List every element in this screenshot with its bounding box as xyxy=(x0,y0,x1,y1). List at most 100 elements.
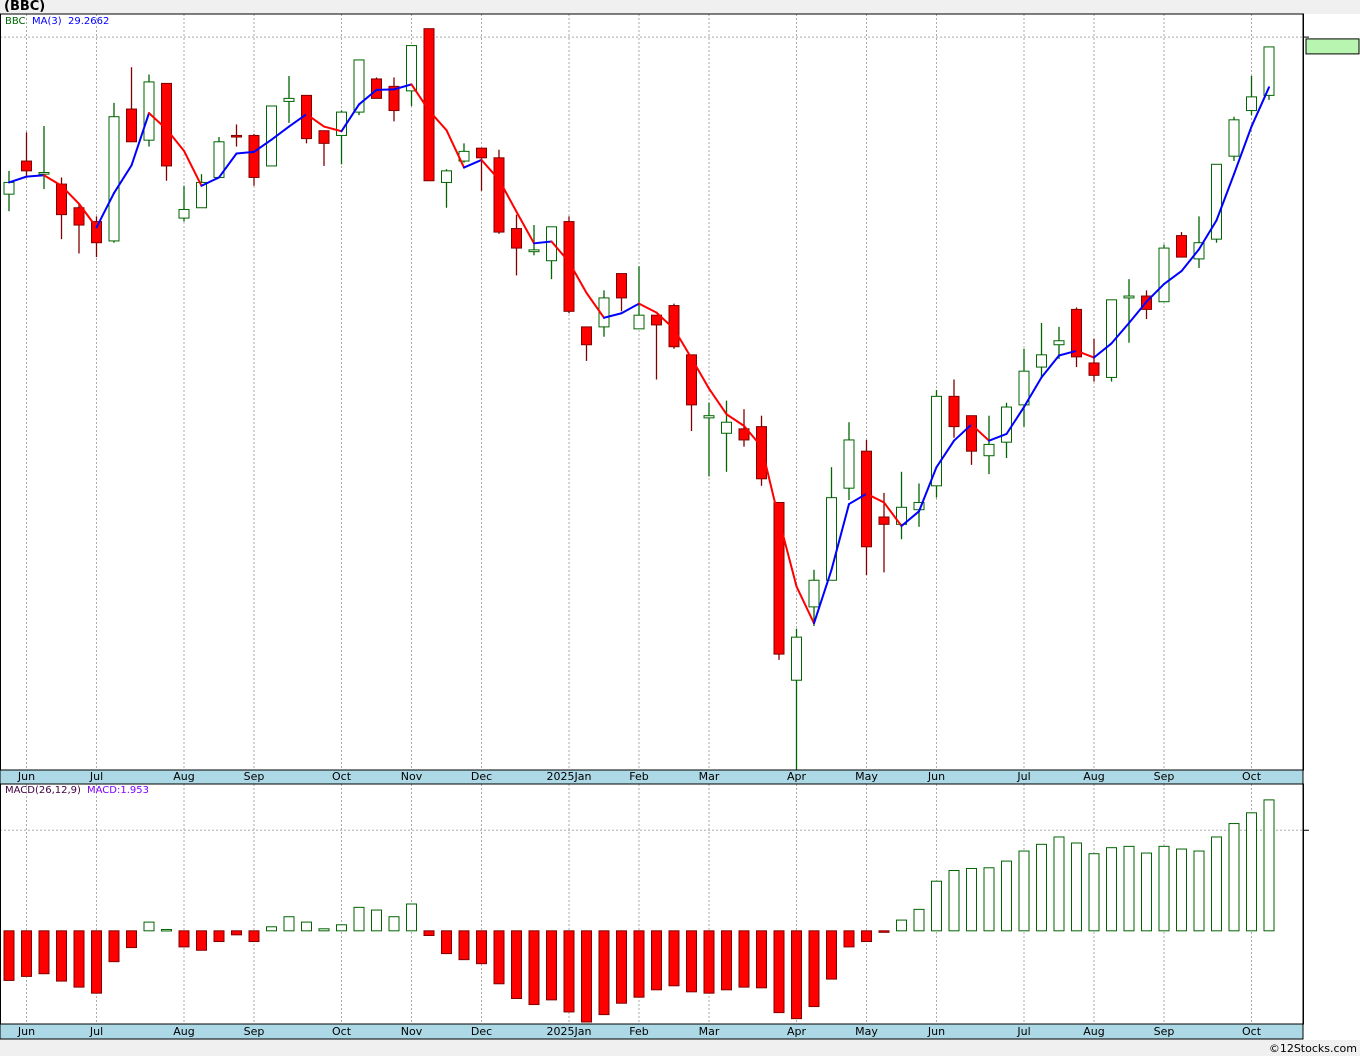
candle-body xyxy=(651,314,662,326)
candle xyxy=(528,225,540,256)
month-label: Oct xyxy=(1241,770,1262,783)
candle-body xyxy=(598,297,610,328)
candle xyxy=(283,75,295,123)
month-label: Mar xyxy=(698,1025,720,1038)
candle xyxy=(826,467,837,581)
ma3-segment xyxy=(830,503,850,571)
candle xyxy=(371,77,382,99)
macd-bar xyxy=(73,930,85,988)
candle xyxy=(406,45,417,106)
month-label: Nov xyxy=(400,1025,423,1038)
macd-bar xyxy=(1088,853,1100,932)
month-label: Jul xyxy=(89,1025,104,1038)
month-label: Jun xyxy=(927,1025,946,1038)
ma3-segment xyxy=(445,129,465,169)
ma3-segment xyxy=(533,240,553,245)
macd-date-axis xyxy=(0,1023,1304,1040)
candle-body xyxy=(703,415,715,419)
ma3-segment xyxy=(1198,219,1218,251)
macd-bar xyxy=(1228,823,1240,932)
candle-body xyxy=(511,228,522,249)
macd-bar xyxy=(178,930,190,948)
ma3-segment xyxy=(1005,406,1025,435)
candle xyxy=(861,439,872,576)
macd-bar xyxy=(266,926,277,932)
month-label: Sep xyxy=(1153,1025,1175,1038)
candle-body xyxy=(931,395,942,487)
ma3-segment xyxy=(78,202,98,229)
ma3-segment xyxy=(410,83,430,112)
candle-body xyxy=(983,443,995,457)
candle-body xyxy=(773,501,785,655)
ma3-segment xyxy=(813,568,833,625)
ma3-segment xyxy=(235,150,255,155)
macd-bar xyxy=(1123,845,1135,932)
candle-body xyxy=(826,497,837,581)
ma3-segment xyxy=(498,178,518,213)
macd-bar xyxy=(231,930,242,936)
candle-body xyxy=(126,108,137,143)
macd-bar xyxy=(983,867,995,932)
candle-body xyxy=(56,183,67,216)
month-label: Sep xyxy=(1153,770,1175,783)
candle xyxy=(21,132,32,176)
candle-body xyxy=(861,450,872,548)
candle-body xyxy=(318,130,330,144)
candle-body xyxy=(476,147,487,159)
candle-body xyxy=(878,516,890,525)
candle xyxy=(651,314,662,380)
ma3-segment xyxy=(288,113,308,128)
ma3-segment xyxy=(585,291,605,319)
ma3-segment xyxy=(935,439,955,469)
candle xyxy=(983,415,995,475)
month-label: Dec xyxy=(470,1025,493,1038)
macd-bar xyxy=(738,930,750,988)
macd-bar xyxy=(1106,847,1117,932)
candle xyxy=(318,130,330,166)
candle-body xyxy=(686,354,697,406)
candle-body xyxy=(1071,308,1082,358)
right-axis-area xyxy=(1303,14,1360,1040)
macd-bar xyxy=(1211,836,1222,932)
candle xyxy=(511,214,522,276)
macd-bar xyxy=(668,930,680,987)
month-label: Oct xyxy=(331,770,352,783)
candle-body xyxy=(178,208,190,219)
ma3-segment xyxy=(848,492,868,506)
macd-bar xyxy=(1071,842,1082,932)
candle xyxy=(791,628,802,770)
candle xyxy=(38,126,50,190)
candle-body xyxy=(1001,406,1012,443)
ma3-segment xyxy=(883,501,903,527)
candle-body xyxy=(441,170,452,183)
candle-body xyxy=(353,59,365,113)
candle xyxy=(1053,326,1065,359)
macd-bar xyxy=(966,867,977,932)
ma3-segment xyxy=(988,432,1008,442)
candle-body xyxy=(3,181,15,195)
macd-bar xyxy=(1141,852,1152,932)
month-label: Oct xyxy=(331,1025,352,1038)
candle xyxy=(581,326,592,361)
macd-bar xyxy=(143,921,155,932)
candle xyxy=(843,422,855,501)
candle xyxy=(598,290,610,337)
macd-bar xyxy=(913,908,925,932)
month-label: Jun xyxy=(17,770,36,783)
ma3-segment xyxy=(340,103,360,133)
ma3-segment xyxy=(603,312,623,319)
legend-ma-label: MA(3) xyxy=(32,16,62,27)
candle xyxy=(1018,348,1030,427)
ma3-segment xyxy=(550,240,570,263)
macd-bar xyxy=(301,921,312,932)
ma3-segment xyxy=(393,83,413,91)
ma3-segment xyxy=(1075,349,1095,359)
ma3-segment xyxy=(253,138,273,153)
macd-bar xyxy=(616,930,627,1004)
legend-ma-value: 29.2662 xyxy=(68,16,110,27)
candle xyxy=(1036,322,1047,378)
candle-body xyxy=(1158,247,1170,303)
macd-bar xyxy=(196,930,207,951)
ma3-segment xyxy=(953,423,973,442)
macd-bar xyxy=(563,930,575,1013)
